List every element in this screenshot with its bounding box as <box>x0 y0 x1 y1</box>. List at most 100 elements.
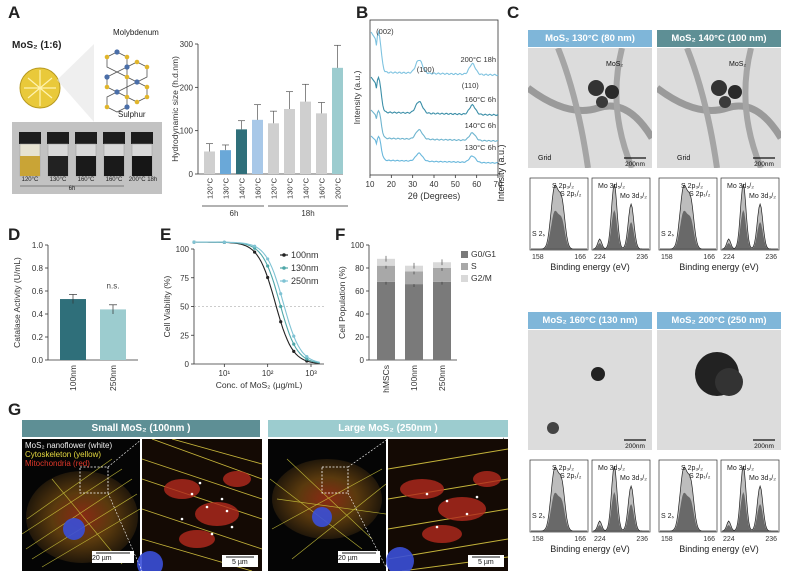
e-legend-label: 250nm <box>291 276 319 286</box>
f-bar-segment <box>377 265 395 282</box>
xps-frame-mo <box>591 177 651 251</box>
xps-peak-label: S 2p₁/₂ <box>560 473 582 480</box>
tem-grid-strand <box>684 48 720 168</box>
d-x-tick-label: 100nm <box>68 365 78 391</box>
tem-particle <box>711 80 727 96</box>
vial-label-2: 130°C <box>49 177 67 183</box>
d-y-tick-label: 0.2 <box>32 333 44 342</box>
xps-tick-mo: 236 <box>636 536 648 543</box>
d-annotation: n.s. <box>107 282 120 291</box>
xps-tick-mo: 224 <box>594 536 606 543</box>
f-legend-swatch <box>461 263 468 270</box>
tem-image-2: MoS₂ Grid 200nm <box>657 48 781 168</box>
a-x-tick-label: 140°C <box>302 177 311 199</box>
xps-peak-label: Mo 3d₅/₂ <box>598 183 625 190</box>
e-legend-marker <box>282 279 286 283</box>
a-x-tick-label: 200°C <box>334 177 343 199</box>
xps-x-axis-label: Binding energy (eV) <box>550 544 630 554</box>
g-large-title-bar: Large MoS₂ (250nm ) <box>268 420 508 437</box>
e-point <box>279 320 283 324</box>
g-small-title-bar: Small MoS₂ (100nm ) <box>22 420 260 437</box>
xps-peak-label: S 2p₁/₂ <box>689 191 711 198</box>
tem-image-3: 200nm <box>528 330 652 450</box>
e-point <box>305 357 309 361</box>
d-y-axis-label: Catalase Activity (U/mL) <box>12 257 22 348</box>
tem-scale-label: 200nm <box>754 161 774 168</box>
f-bar-segment <box>433 281 451 360</box>
panel-label-b: B <box>356 3 369 22</box>
xps-tick-s: 158 <box>661 254 673 261</box>
confocal-small-overview <box>22 439 141 571</box>
zoom-cone <box>57 44 94 122</box>
e-point <box>279 304 283 309</box>
g-small-title: Small MoS₂ (100nm ) <box>91 423 191 434</box>
xps-y-axis-label-top: Intensity (a.u.) <box>496 144 506 202</box>
panel-label-g: G <box>8 400 22 419</box>
e-point <box>253 244 257 248</box>
xps-tick-s: 158 <box>532 254 544 261</box>
b-x-tick-label: 20 <box>387 180 396 189</box>
chart-d-catalase: 0.0 0.2 0.4 0.6 0.8 1.0 100nm 250nm n.s. Catalase… <box>12 241 138 391</box>
panel-label-d: D <box>8 225 21 244</box>
e-y-tick-label: 50 <box>180 303 189 312</box>
a-bar <box>204 151 215 174</box>
tem-particle <box>605 85 619 99</box>
vial-label-5: 200°C 18h <box>128 177 158 183</box>
xps-component-s <box>660 210 716 249</box>
panel-label-a: A <box>8 3 21 22</box>
xps-peak-label: S 2p₃/₂ <box>552 465 574 472</box>
a-x-tick-label: 140°C <box>238 177 247 199</box>
tem-title-3: MoS₂ 160°C (130 nm) <box>528 312 652 329</box>
xps-component-mo <box>593 210 649 249</box>
f-bar-segment <box>433 268 451 282</box>
f-bar-segment <box>377 258 395 266</box>
xps-plot-1: 158 166 224 236 S 2p₃/₂S 2p₁/₂ S 2ₛ Mo 3d₅/₂ Mo… <box>529 177 651 261</box>
b-x-tick-label: 30 <box>408 180 417 189</box>
b-series-label: 140°C 6h <box>465 121 496 130</box>
e-point <box>253 250 257 254</box>
chart-a-hydrodynamic-size: 0 100 200 300 120°C 130°C 140°C 160°C 120°C 130°C… <box>170 40 348 218</box>
g-legend-nanoflower: MoS₂ nanoflower (white) <box>25 441 113 450</box>
vial-1 <box>19 132 41 177</box>
b-series-line <box>370 135 499 164</box>
e-legend-marker <box>282 266 286 270</box>
panel-label-e: E <box>160 225 172 244</box>
xps-peak-label: S 2ₛ <box>661 513 675 520</box>
f-x-tick-label: 250nm <box>437 365 447 391</box>
a-group-label-6h: 6h <box>230 209 239 218</box>
a-y-tick-label: 0 <box>189 170 194 179</box>
a-y-tick-label: 200 <box>180 83 194 92</box>
sulphur-label: Sulphur <box>118 110 146 119</box>
crystal-lattice <box>106 51 148 113</box>
xps-tick-mo: 236 <box>765 254 777 261</box>
f-y-tick-label: 60 <box>355 287 364 296</box>
tem-particle <box>547 422 559 434</box>
e-legend-label: 130nm <box>291 263 319 273</box>
confocal-images <box>22 439 508 571</box>
b-series-line <box>370 109 499 142</box>
g-large-title: Large MoS₂ (250nm ) <box>338 423 438 434</box>
a-x-tick-label: 120°C <box>206 177 215 199</box>
tem-grid-strand <box>742 48 764 168</box>
b-y-axis-label: Intensity (a.u.) <box>352 70 362 124</box>
tem-particle <box>588 80 604 96</box>
vial-photo: 120°C 130°C 160°C 160°C 200°C 18h 6h <box>12 122 162 194</box>
tem-particle <box>591 367 605 381</box>
a-bar <box>252 119 263 174</box>
tem-particle <box>728 85 742 99</box>
e-point <box>279 292 283 296</box>
f-bar-segment <box>405 265 423 272</box>
d-y-tick-label: 0.4 <box>32 310 44 319</box>
a-x-tick-label: 130°C <box>286 177 295 199</box>
e-curve <box>196 241 320 364</box>
xps-plot-2: 158 166 224 236 S 2p₃/₂S 2p₁/₂ S 2ₛ Mo 3d₅/₂ Mo… <box>658 177 780 261</box>
d-bar <box>100 309 126 360</box>
e-y-tick-label: 25 <box>180 331 189 340</box>
e-curve <box>196 241 320 363</box>
xps-peak-label: S 2p₃/₂ <box>681 183 703 190</box>
f-y-axis-label: Cell Population (%) <box>337 266 347 339</box>
e-curve <box>196 241 320 364</box>
panel-label-c: C <box>507 3 520 22</box>
tem-label-grid: Grid <box>677 155 690 162</box>
f-legend-label: G0/G1 <box>471 249 496 259</box>
